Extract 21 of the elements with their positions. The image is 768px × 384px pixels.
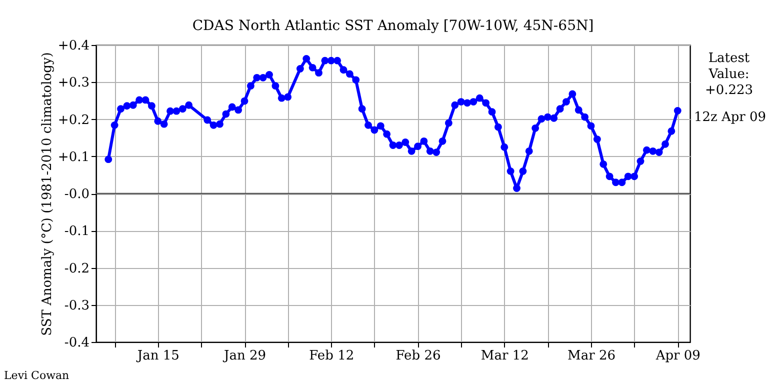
y-axis-title: SST Anomaly (°C) (1981-2010 climatology): [40, 52, 55, 336]
y-tick-label: -0.4: [64, 336, 90, 350]
x-tick-label: Feb 26: [396, 348, 441, 364]
text: Levi Cowan: [4, 369, 70, 382]
text: 12z Apr 09: [694, 110, 766, 125]
x-tick-label: Mar 12: [480, 348, 529, 364]
y-tick-label: -0.1: [64, 224, 90, 240]
x-tick-label: Apr 09: [654, 348, 700, 364]
y-tick-label: -0.0: [64, 187, 90, 202]
x-tick-label: Feb 12: [309, 348, 354, 364]
y-tick-label: +0.2: [58, 112, 90, 128]
x-tick-label: Jan 15: [135, 348, 180, 364]
y-tick-label: +0.4: [58, 38, 90, 54]
x-tick-label: Jan 29: [222, 348, 266, 364]
y-tick-label: +0.3: [58, 76, 90, 91]
chart-title: CDAS North Atlantic SST Anomaly [70W-10W, 45N-65N]: [192, 18, 594, 34]
text: Latest Value: +0.223: [704, 51, 754, 98]
y-tick-label: -0.3: [64, 298, 90, 314]
x-tick-label: Mar 26: [568, 348, 616, 364]
y-tick-label: +0.1: [58, 150, 90, 165]
y-tick-label: -0.2: [64, 261, 90, 276]
